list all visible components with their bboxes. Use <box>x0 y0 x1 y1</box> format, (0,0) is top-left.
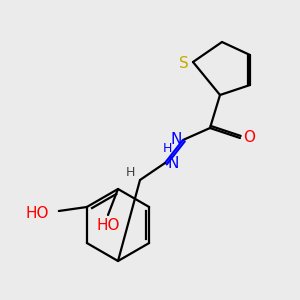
Text: O: O <box>243 130 255 146</box>
Text: S: S <box>179 56 189 71</box>
Text: HO: HO <box>25 206 49 220</box>
Text: H: H <box>162 142 172 154</box>
Text: N: N <box>167 157 179 172</box>
Text: N: N <box>170 131 182 146</box>
Text: H: H <box>125 166 135 178</box>
Text: HO: HO <box>96 218 120 232</box>
